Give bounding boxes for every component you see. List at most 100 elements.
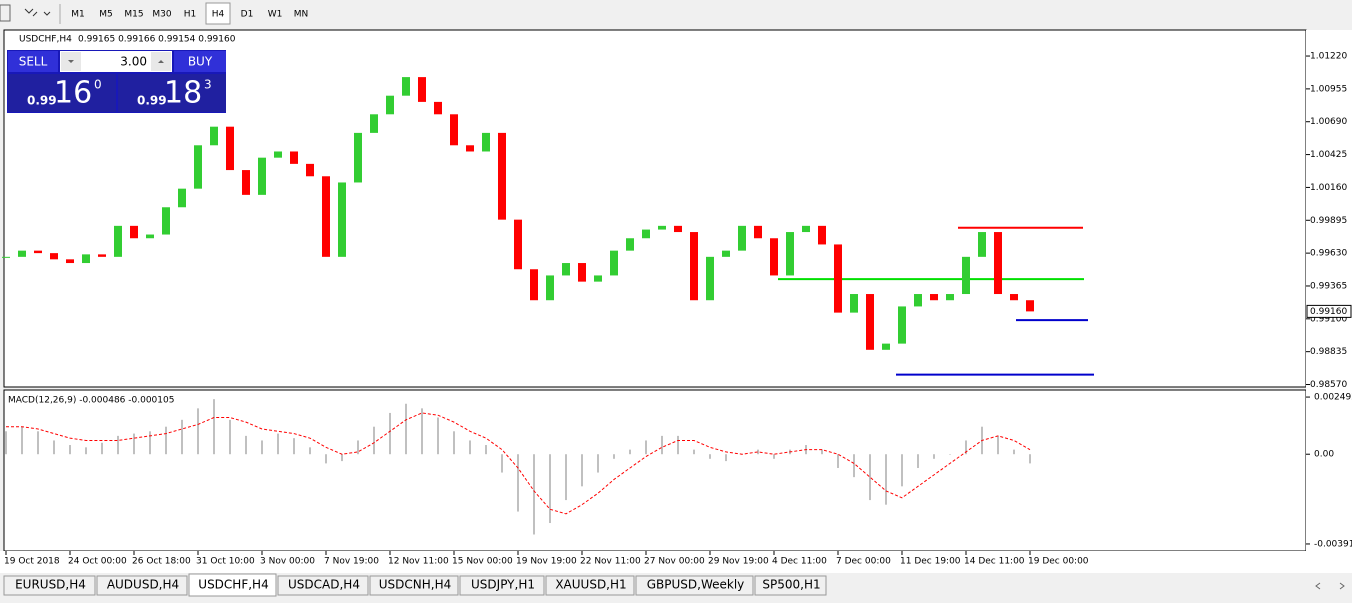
timeframe-button[interactable]: W1 xyxy=(268,10,283,20)
macd-bar xyxy=(101,442,103,455)
x-tick-label: 4 Dec 11:00 xyxy=(772,557,827,567)
sell-label: SELL xyxy=(19,55,48,69)
macd-bar xyxy=(261,440,263,455)
macd-bar xyxy=(405,403,407,455)
candle xyxy=(98,254,106,257)
candle xyxy=(914,294,922,307)
tab[interactable] xyxy=(545,575,635,596)
tab[interactable] xyxy=(3,575,96,596)
macd-bar xyxy=(949,454,951,455)
candle xyxy=(498,132,506,220)
macd-bar xyxy=(85,447,87,455)
candle xyxy=(994,232,1002,295)
buy-button[interactable] xyxy=(174,51,226,72)
candle xyxy=(50,253,58,260)
macd-bar xyxy=(709,454,711,459)
candle xyxy=(546,275,554,301)
macd-bar xyxy=(661,435,663,455)
candle xyxy=(946,294,954,301)
macd-bar xyxy=(245,435,247,455)
macd-bar xyxy=(453,431,455,455)
x-tick-label: 22 Nov 11:00 xyxy=(580,557,641,567)
tab[interactable] xyxy=(754,575,827,596)
macd-bar xyxy=(437,417,439,455)
price-point: 0 xyxy=(94,78,102,92)
candle xyxy=(610,250,618,276)
y-tick-label: 0.99100 xyxy=(1310,314,1347,324)
lots: 3.00 xyxy=(120,55,147,69)
candle xyxy=(66,259,74,264)
macd-bar xyxy=(885,454,887,505)
candle xyxy=(866,294,874,350)
macd-bar xyxy=(309,447,311,455)
lots-input[interactable] xyxy=(60,51,172,72)
tab[interactable] xyxy=(277,575,369,596)
timeframe-button[interactable]: M5 xyxy=(99,10,113,20)
x-tick-label: 26 Oct 18:00 xyxy=(132,557,191,567)
tab-label: GBPUSD,Weekly xyxy=(647,578,745,592)
y-tick-label: 1.01220 xyxy=(1310,52,1347,62)
candle xyxy=(258,157,266,195)
macd-bar xyxy=(917,454,919,468)
candle xyxy=(850,294,858,313)
tab-label: EURUSD,H4 xyxy=(15,578,86,592)
candle xyxy=(290,151,298,164)
timeframe-button[interactable]: H1 xyxy=(184,10,197,20)
tool-icon[interactable] xyxy=(0,4,11,22)
candle xyxy=(130,225,138,239)
tab-active[interactable] xyxy=(188,573,277,597)
macd-bar xyxy=(469,440,471,455)
tool-icon[interactable] xyxy=(24,8,51,17)
timeframe-active xyxy=(205,2,231,25)
y-tick-label: 1.00425 xyxy=(1310,150,1347,160)
buy-price-box[interactable] xyxy=(118,74,226,112)
tab-label: USDCHF,H4 xyxy=(198,578,268,592)
tab[interactable] xyxy=(459,575,545,596)
tab[interactable] xyxy=(369,575,459,596)
timeframe-button[interactable]: M30 xyxy=(152,10,171,20)
candle xyxy=(786,232,794,276)
macd-bar xyxy=(933,454,935,459)
x-tick-label: 19 Nov 19:00 xyxy=(516,557,577,567)
current-price-label: 0.99160 xyxy=(1310,307,1347,317)
macd-bar xyxy=(757,449,759,455)
candle xyxy=(402,77,410,96)
macd-bar xyxy=(133,433,135,455)
price-big: 0.99 xyxy=(27,94,57,108)
current-price-box xyxy=(1306,304,1352,318)
x-tick-label: 19 Oct 2018 xyxy=(4,557,60,567)
x-tick-label: 14 Dec 11:00 xyxy=(964,557,1025,567)
x-tick-label: 7 Nov 19:00 xyxy=(324,557,379,567)
candle xyxy=(1026,300,1034,312)
macd-bar xyxy=(677,435,679,455)
candle xyxy=(642,229,650,239)
candle xyxy=(770,238,778,276)
x-tick-label: 12 Nov 11:00 xyxy=(388,557,449,567)
candle xyxy=(722,250,730,257)
timeframe-button[interactable]: H4 xyxy=(212,10,225,20)
macd-bar xyxy=(613,454,615,459)
tab[interactable] xyxy=(635,575,754,596)
macd-bar xyxy=(853,454,855,478)
sell-button[interactable] xyxy=(8,51,58,72)
tab-label: XAUUSD,H1 xyxy=(555,578,626,592)
sell-price-box[interactable] xyxy=(8,74,116,112)
tab-scroll[interactable] xyxy=(1315,582,1345,590)
y-tick-label: 0.99895 xyxy=(1310,216,1347,226)
macd-bar xyxy=(277,433,279,455)
tab[interactable] xyxy=(96,575,188,596)
macd-bar xyxy=(1029,454,1031,464)
timeframe-button[interactable]: M1 xyxy=(71,10,85,20)
candle xyxy=(322,176,330,257)
x-tick-label: 15 Nov 00:00 xyxy=(452,557,513,567)
macd-bar xyxy=(293,438,295,455)
timeframe-button[interactable]: M15 xyxy=(124,10,143,20)
macd-bar xyxy=(421,408,423,455)
timeframe-button[interactable]: D1 xyxy=(241,10,254,20)
macd-bar xyxy=(325,454,327,464)
candle xyxy=(2,256,10,258)
candle xyxy=(34,250,42,254)
timeframe-button[interactable]: MN xyxy=(294,10,309,20)
macd-bar xyxy=(645,440,647,455)
